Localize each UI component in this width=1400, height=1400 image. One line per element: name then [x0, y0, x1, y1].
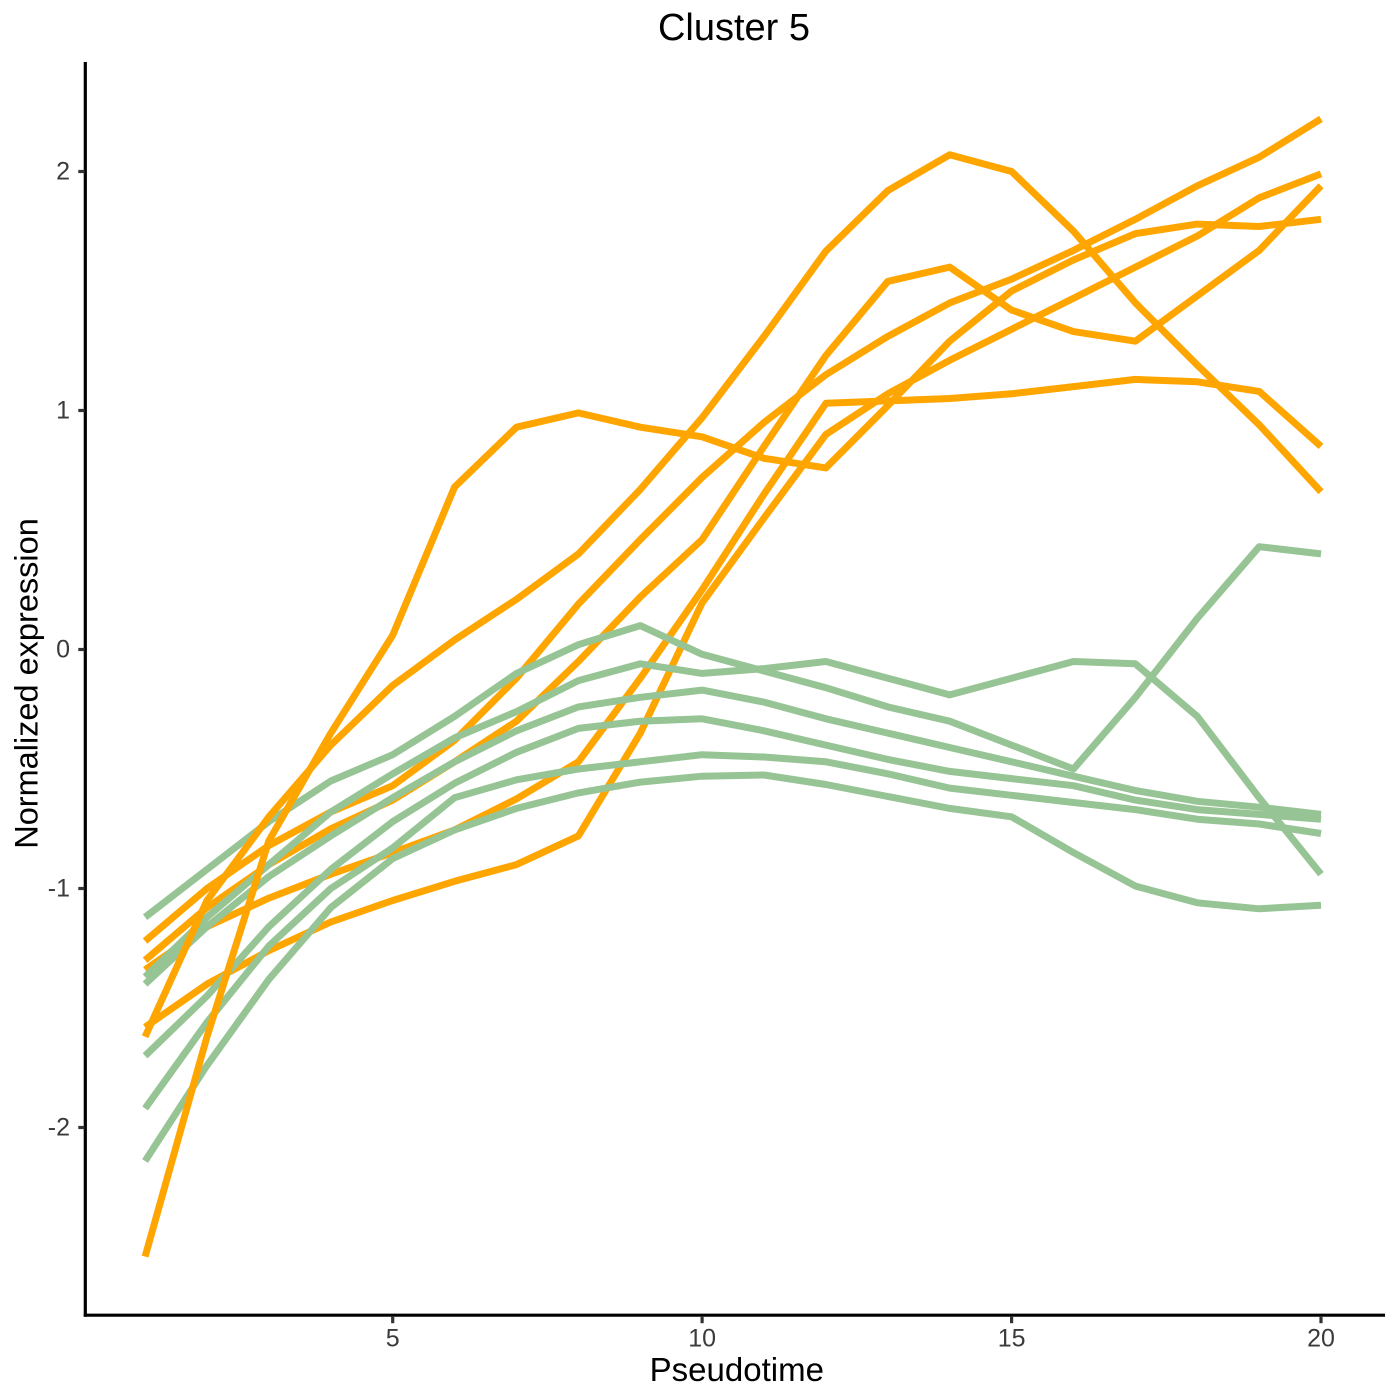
svg-text:15: 15	[998, 1325, 1026, 1353]
svg-text:Normalized expression: Normalized expression	[9, 518, 45, 849]
svg-text:Pseudotime: Pseudotime	[650, 1351, 824, 1388]
svg-text:Cluster 5: Cluster 5	[658, 7, 810, 49]
svg-text:0: 0	[56, 636, 70, 664]
svg-text:-1: -1	[48, 875, 70, 903]
svg-text:-2: -2	[48, 1114, 70, 1142]
svg-text:2: 2	[56, 158, 70, 186]
svg-text:20: 20	[1307, 1325, 1335, 1353]
svg-text:1: 1	[56, 397, 70, 425]
svg-text:5: 5	[386, 1325, 400, 1353]
svg-text:10: 10	[688, 1325, 716, 1353]
